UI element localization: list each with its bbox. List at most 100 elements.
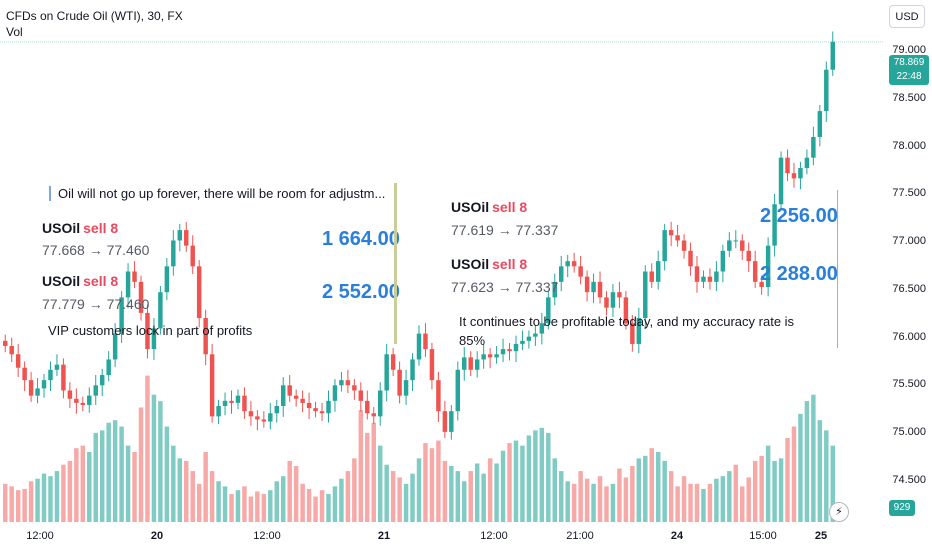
last-volume-label: 929	[889, 500, 915, 516]
volume-bar	[87, 452, 92, 522]
volume-bar	[371, 422, 376, 522]
volume-bar	[138, 407, 144, 522]
candle-body	[190, 245, 195, 267]
candle-body	[358, 390, 364, 401]
volume-bar	[500, 450, 506, 522]
volume-bar	[507, 443, 512, 522]
candle-body	[765, 245, 771, 288]
last-price-value: 78.869	[893, 57, 925, 68]
candle-body	[184, 230, 189, 246]
candle-body	[617, 292, 622, 298]
candle-body	[9, 345, 14, 355]
volume-bar	[229, 494, 234, 522]
trade-symbol: USOil	[451, 199, 490, 215]
trade-2-profit: 2 552.00	[322, 281, 400, 303]
volume-bar	[326, 494, 331, 522]
volume-bar	[526, 435, 532, 522]
volume-bar	[824, 430, 829, 522]
volume-bar	[817, 420, 823, 522]
candle-body	[268, 413, 273, 422]
volume-bar	[655, 452, 661, 522]
volume-bar	[772, 460, 777, 522]
candle-body	[132, 271, 137, 282]
volume-bar	[649, 448, 654, 522]
currency-button[interactable]: USD	[889, 5, 925, 28]
candle-body	[688, 250, 693, 267]
candle-body	[668, 230, 674, 236]
volume-bar	[54, 471, 60, 522]
volume-bar	[604, 486, 609, 522]
volume-bar	[112, 420, 118, 522]
volume-bar	[578, 471, 583, 522]
y-tick: 75.000	[892, 426, 926, 438]
volume-bar	[565, 481, 570, 522]
headline-note: Oil will not go up forever, there will b…	[49, 186, 385, 201]
trade-2-label: USOil sell 8	[42, 273, 118, 289]
candle-body	[604, 297, 609, 308]
candle-body	[326, 400, 331, 414]
candle-body	[681, 240, 687, 251]
candle-body	[675, 235, 680, 241]
candle-body	[319, 411, 325, 414]
candle-body	[623, 297, 629, 324]
candle-body	[300, 398, 305, 403]
y-tick: 77.000	[892, 235, 926, 247]
candle-body	[513, 343, 519, 352]
volume-bar	[481, 473, 486, 522]
trade-3-label: USOil sell 8	[451, 199, 527, 215]
volume-bar	[48, 476, 53, 522]
volume-bar	[164, 426, 170, 522]
volume-bar	[449, 466, 454, 522]
volume-bar	[559, 471, 564, 522]
candle-body	[423, 333, 428, 350]
candle-body	[61, 364, 66, 391]
volume-bar	[365, 432, 370, 522]
candle-body	[584, 276, 590, 293]
volume-bar	[99, 430, 105, 522]
candle-body	[352, 385, 357, 391]
candle-body	[804, 157, 810, 169]
volume-bar	[597, 476, 603, 522]
x-tick: 25	[814, 530, 828, 542]
candle-body	[377, 390, 383, 417]
candle-body	[539, 323, 545, 334]
volume-bar	[3, 483, 8, 522]
volume-bar	[151, 394, 157, 522]
y-tick: 79.000	[892, 44, 926, 56]
candle-body	[462, 357, 467, 370]
volume-bar	[384, 464, 389, 522]
candle-body	[468, 357, 473, 370]
volume-bar	[630, 466, 635, 522]
candle-body	[403, 380, 409, 396]
trade-side: sell 8	[83, 220, 119, 236]
volume-indicator-label[interactable]: Vol	[6, 25, 23, 39]
volume-bar	[319, 490, 325, 522]
candle-body	[811, 136, 816, 158]
candle-body	[339, 380, 344, 386]
volume-bar	[93, 432, 98, 522]
trade-symbol: USOil	[42, 273, 81, 289]
trade-symbol: USOil	[451, 256, 490, 272]
volume-bar	[190, 471, 195, 522]
volume-bar	[377, 445, 383, 522]
volume-bar	[67, 460, 73, 522]
volume-bar	[339, 478, 344, 522]
candle-body	[125, 271, 131, 298]
volume-bar	[785, 438, 790, 522]
candle-body	[597, 281, 603, 298]
trade-side: sell 8	[492, 199, 528, 215]
volume-bar	[714, 478, 719, 522]
candle-body	[494, 354, 499, 358]
candle-body	[151, 328, 157, 350]
volume-bar	[520, 445, 525, 522]
volume-bar	[752, 460, 758, 522]
candle-body	[293, 395, 299, 399]
candle-body	[643, 271, 648, 319]
volume-bar	[591, 483, 596, 522]
x-tick: 24	[670, 530, 684, 542]
candle-body	[306, 402, 312, 409]
volume-bar	[694, 483, 700, 522]
volume-bar	[209, 471, 215, 522]
lightning-icon[interactable]: ⚡	[829, 502, 849, 522]
